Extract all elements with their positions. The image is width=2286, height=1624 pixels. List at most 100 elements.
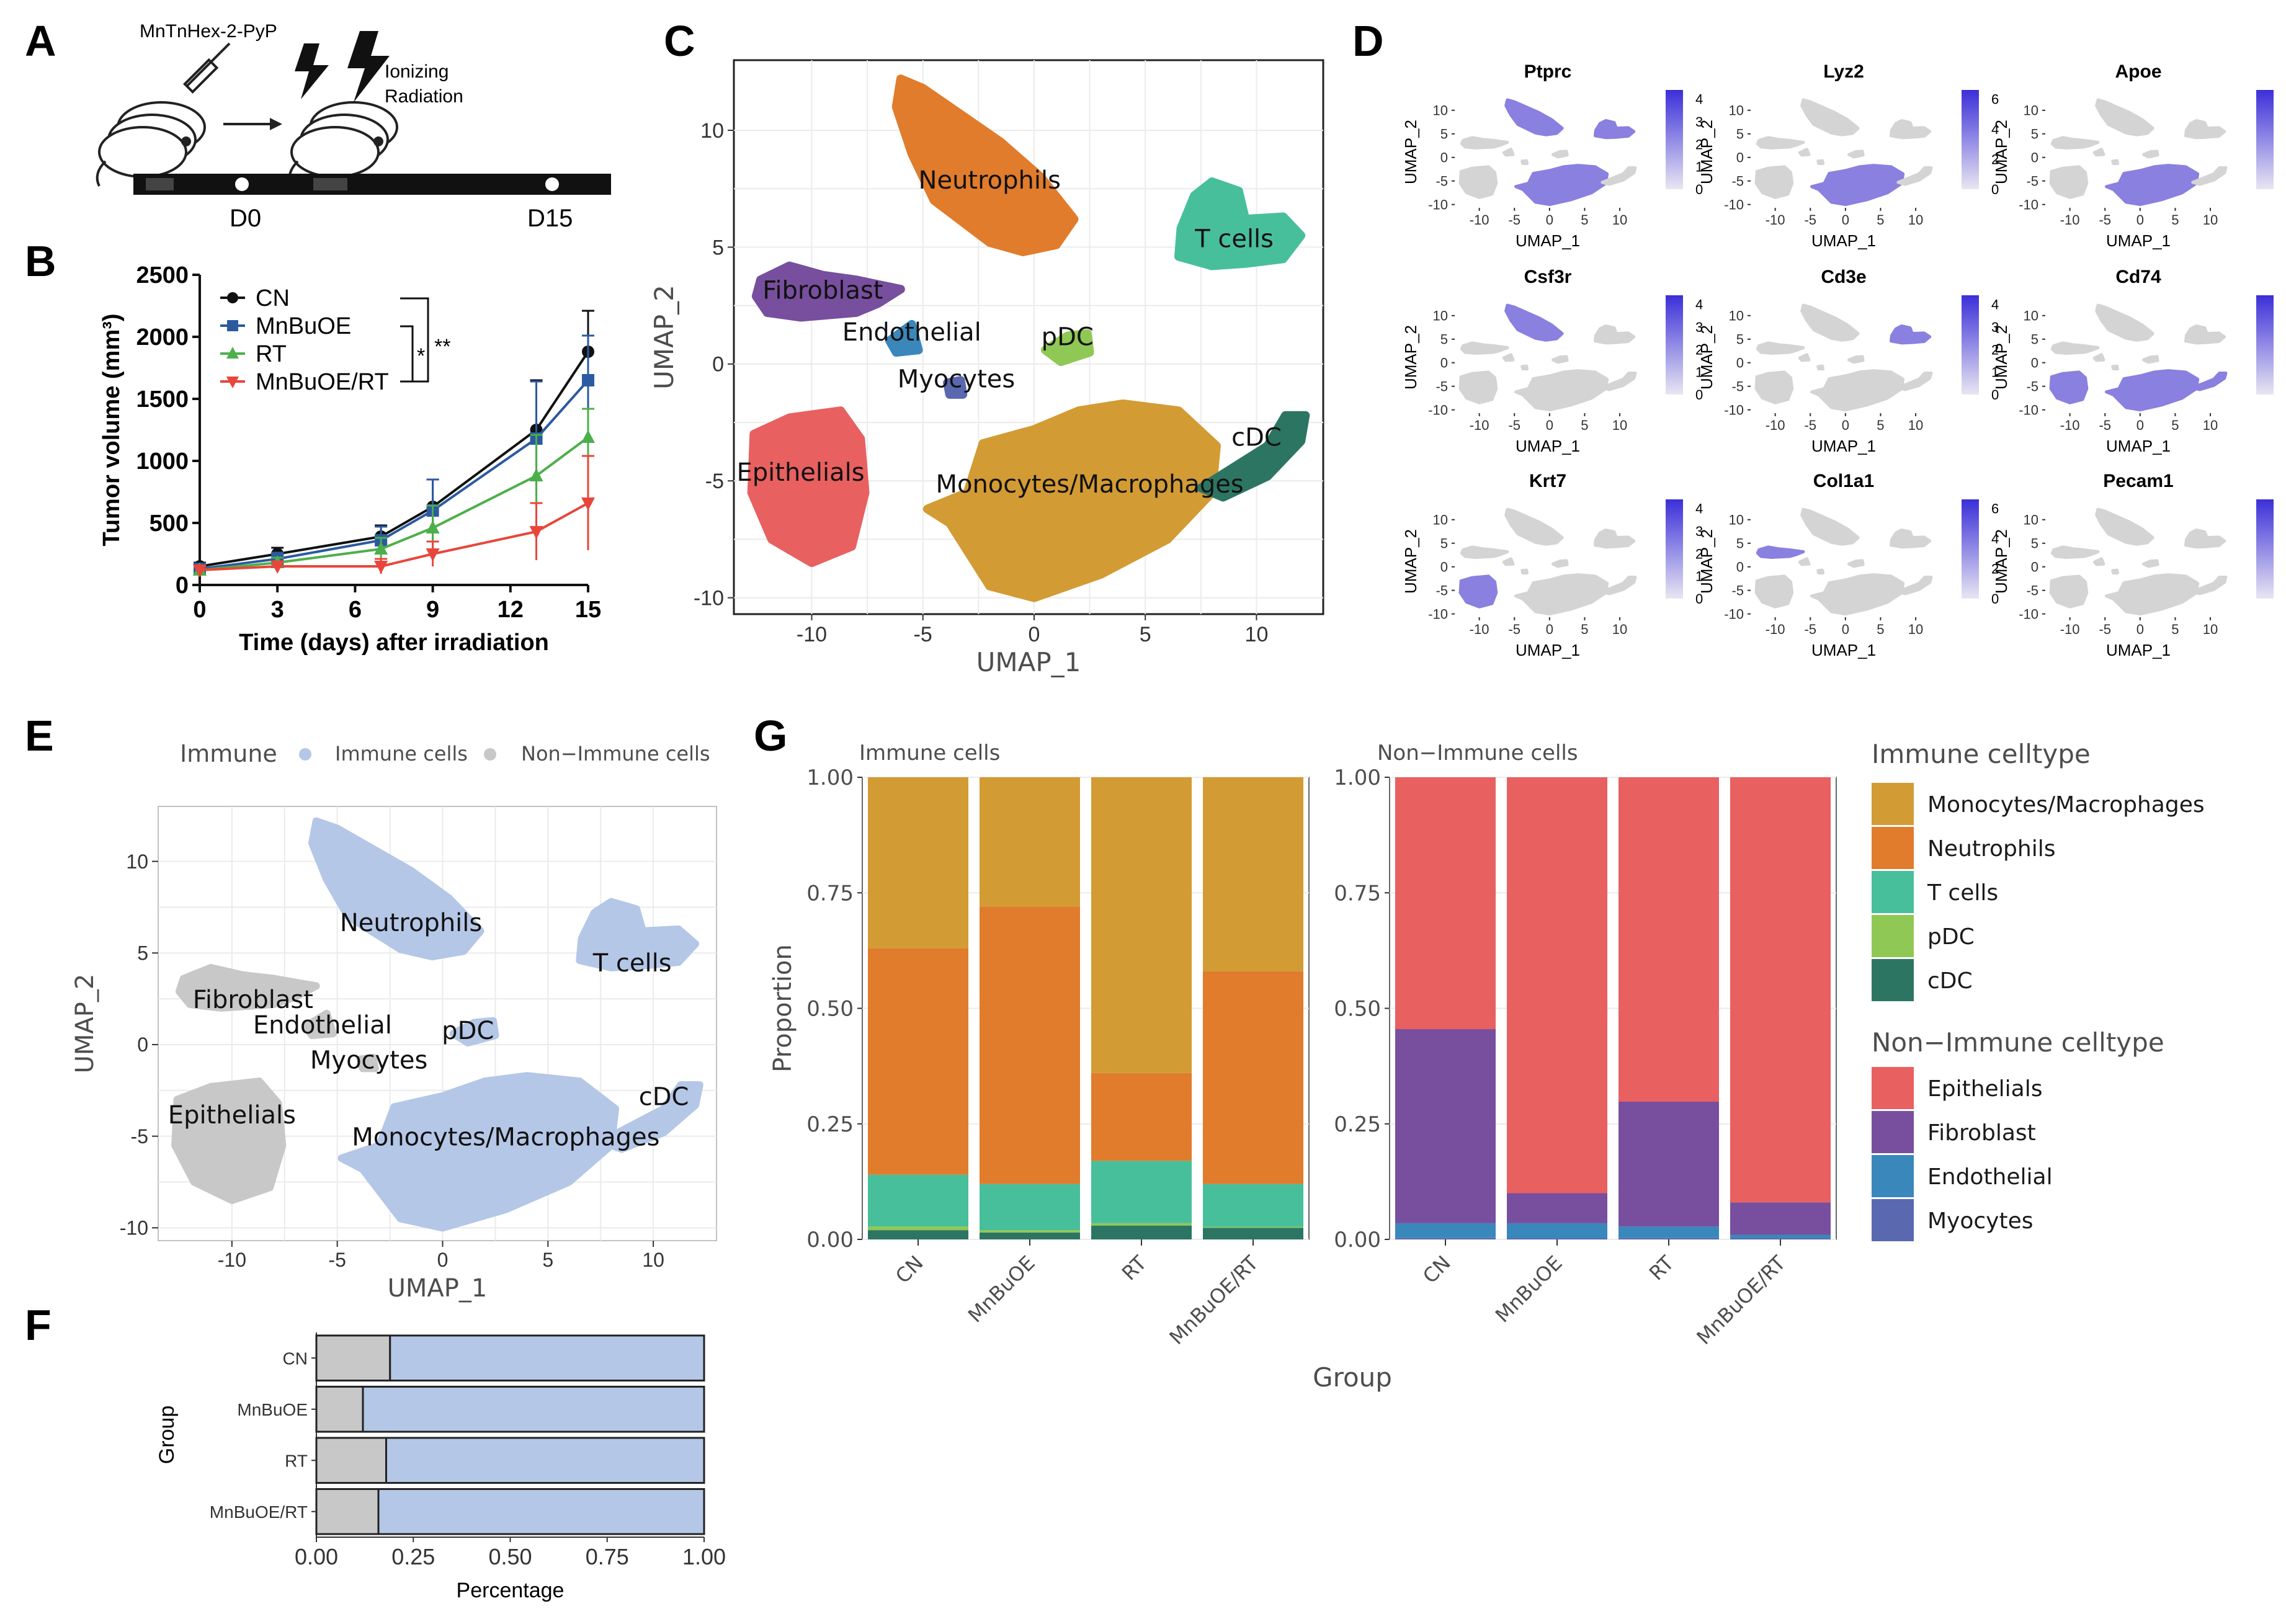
x-tick-label: 5	[1140, 623, 1151, 646]
cluster-fibroblast	[1460, 545, 1509, 560]
x-tick-label: -10	[2060, 212, 2080, 228]
x-axis-title: UMAP_1	[388, 1274, 488, 1303]
legend-label: cDC	[1927, 968, 1973, 994]
cluster-pdc	[2141, 559, 2159, 568]
y-tick-label: -5	[1731, 173, 1744, 189]
legend-title: Non−Immune celltype	[1872, 1027, 2164, 1058]
cluster-endothelial	[885, 319, 923, 357]
cluster-myocytes	[1816, 159, 1825, 166]
cluster-fibroblast	[1460, 341, 1509, 355]
facet-title: Non−Immune cells	[1377, 741, 1578, 765]
y-tick-label: 0.50	[1334, 997, 1381, 1022]
y-axis-title: UMAP_2	[1401, 529, 1420, 594]
cluster-monocytes-macrophages	[2104, 369, 2200, 412]
legend-swatch	[1872, 1199, 1914, 1241]
x-axis-title: Time (days) after irradiation	[239, 630, 549, 656]
bar-segment-endothelial	[1507, 1223, 1607, 1239]
lightning-icon	[295, 31, 390, 102]
bar-segment-nonimmune	[315, 1334, 391, 1382]
y-tick-label: -10	[1428, 402, 1448, 417]
x-tick-label: 5	[1581, 417, 1588, 433]
x-tick-label: 0	[2136, 417, 2144, 433]
y-tick-label: -5	[2026, 378, 2038, 394]
y-tick-label: 1.00	[806, 765, 854, 790]
x-axis-title: UMAP_1	[1516, 231, 1580, 250]
x-tick-label: 0.75	[586, 1544, 629, 1569]
y-tick-label: 5	[2031, 126, 2038, 141]
bar-segment-pdc	[980, 1230, 1080, 1233]
category-label: CN	[283, 1349, 308, 1368]
y-tick-label: 5	[1440, 331, 1448, 347]
cluster-myocytes	[2111, 364, 2120, 371]
feature-plot-csf3r: Csf3r -10 -5 0 5 10 -10 -5 0 5 10 UMAP_1 UMAP_2 0 1 2 3 4	[1401, 267, 1703, 455]
color-bar-label: 6	[1991, 92, 1999, 107]
significance-label: *	[417, 344, 425, 368]
cluster-endothelial	[1502, 148, 1515, 157]
category-label: MnBuOE/RT	[210, 1502, 308, 1522]
x-tick-label: -10	[2060, 417, 2080, 433]
x-tick-label: 0	[1029, 623, 1040, 646]
color-bar-label: 2	[1695, 546, 1703, 561]
color-bar	[2256, 499, 2274, 599]
cluster-epithelials	[2049, 574, 2089, 609]
panel-letter-f: F	[25, 1301, 51, 1349]
legend-title: Immune	[180, 740, 277, 767]
bar-segment-epithelials	[1619, 777, 1719, 1102]
y-tick-label: 10	[2024, 512, 2038, 527]
point-rt	[581, 430, 595, 443]
cluster-neutrophils	[1800, 507, 1860, 546]
point-mnbuoe-rt	[426, 548, 440, 561]
x-tick-label: -10	[1470, 212, 1489, 228]
y-tick-label: 0	[1736, 559, 1744, 574]
y-tick-label: -5	[705, 470, 724, 493]
y-tick-label: -5	[1435, 173, 1448, 189]
x-tick-label: -10	[218, 1249, 246, 1271]
category-label: MnBuOE	[237, 1400, 308, 1419]
point-mnbuoe-rt	[581, 497, 595, 511]
series-line-mnbuoe-rt	[199, 502, 589, 571]
color-bar-label: 1	[1695, 569, 1703, 584]
cluster-monocytes-macrophages	[1810, 369, 1905, 412]
legend-label: RT	[256, 341, 287, 367]
y-axis-title: UMAP_2	[1401, 325, 1420, 390]
y-tick-label: 5	[137, 942, 148, 964]
legend-title: Immune celltype	[1872, 739, 2091, 769]
color-bar	[1962, 499, 1979, 599]
y-tick-label: 0	[1440, 559, 1448, 574]
bar-segment-epithelials	[1507, 777, 1607, 1193]
x-tick-label: MnBuOE	[1491, 1251, 1567, 1327]
y-axis-title: Tumor volume (mm³)	[99, 313, 125, 546]
x-tick-label: RT	[1645, 1251, 1679, 1285]
schematic-panel: MnTnHex-2-PyP	[96, 21, 611, 232]
cluster-epithelials	[1458, 574, 1498, 609]
x-tick-label: -10	[2060, 622, 2080, 637]
bar-segment-cdc	[1203, 1228, 1303, 1239]
cluster-label: Neutrophils	[340, 909, 482, 937]
bar-segment-t-cells	[1091, 1161, 1192, 1223]
x-tick-label: 5	[1877, 212, 1884, 228]
significance-label: **	[434, 335, 450, 359]
series-line-rt	[199, 436, 589, 571]
x-tick-label: -10	[1766, 417, 1785, 433]
cluster-monocytes-macrophages	[1514, 573, 1609, 616]
y-tick-label: 5	[1736, 535, 1744, 551]
x-tick-label: 0	[437, 1249, 449, 1271]
legend-swatch	[1872, 1111, 1914, 1153]
bar-segment-immune	[385, 1437, 705, 1484]
x-axis-title: UMAP_1	[1811, 641, 1876, 659]
color-bar-label: 0	[1991, 591, 1999, 607]
y-tick-label: -10	[120, 1217, 148, 1239]
y-axis-title: Proportion	[769, 944, 797, 1072]
x-axis-title: Group	[1313, 1362, 1392, 1393]
x-tick-label: 10	[642, 1249, 664, 1271]
cluster-neutrophils	[1504, 507, 1564, 546]
x-tick-label: 0	[2136, 212, 2144, 228]
point-mnbuoe-rt	[374, 561, 388, 574]
x-tick-label: 5	[1877, 622, 1884, 637]
bar-segment-pdc	[1091, 1223, 1192, 1226]
x-tick-label: CN	[891, 1251, 928, 1288]
cluster-label: Neutrophils	[919, 166, 1061, 195]
cluster-t-cells	[2184, 118, 2226, 140]
x-tick-label: -5	[1508, 622, 1520, 637]
legend-label: Immune cells	[335, 742, 468, 765]
